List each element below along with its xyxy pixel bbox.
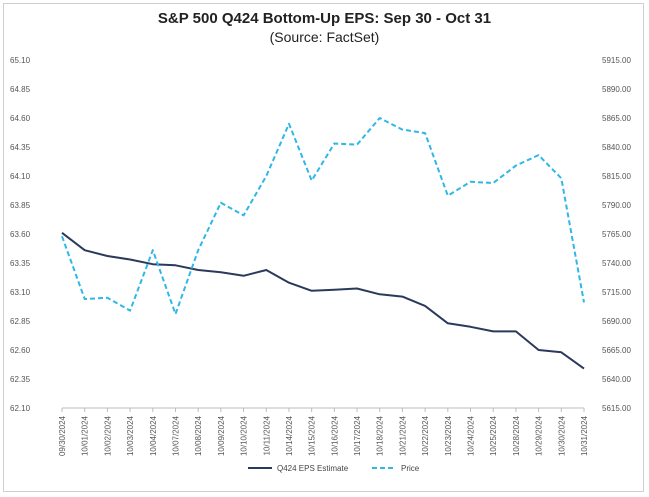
x-axis: 09/30/2024 10/01/2024 10/02/2024 10/03/2024… <box>58 407 589 456</box>
x-axis-tick-label: 10/04/2024 <box>149 415 158 456</box>
left-axis-tick-label: 63.35 <box>10 259 31 268</box>
x-axis-tick-label: 10/08/2024 <box>194 415 203 456</box>
right-axis-tick-label: 5640.00 <box>602 375 631 384</box>
chart-subtitle: (Source: FactSet) <box>269 29 380 45</box>
left-axis-tick-label: 62.10 <box>10 404 31 413</box>
right-axis-tick-label: 5740.00 <box>602 259 631 268</box>
right-axis-tick-label: 5765.00 <box>602 230 631 239</box>
x-axis-tick-label: 10/28/2024 <box>512 415 521 456</box>
left-axis-tick-label: 63.10 <box>10 288 31 297</box>
right-axis-tick-label: 5615.00 <box>602 404 631 413</box>
x-axis-tick-label: 10/31/2024 <box>580 415 589 456</box>
left-axis-tick-label: 62.85 <box>10 317 31 326</box>
left-axis-ticks: 65.10 64.85 64.60 64.35 64.10 63.85 63.60 63.35… <box>10 56 31 413</box>
x-axis-tick-label: 10/25/2024 <box>489 415 498 456</box>
left-axis-tick-label: 62.35 <box>10 375 31 384</box>
chart-frame <box>3 3 644 492</box>
x-axis-tick-label: 10/21/2024 <box>398 415 407 456</box>
left-axis-tick-label: 64.85 <box>10 85 31 94</box>
right-axis-tick-label: 5665.00 <box>602 346 631 355</box>
legend: Q424 EPS Estimate Price <box>248 464 420 473</box>
x-axis-tick-label: 10/09/2024 <box>217 415 226 456</box>
right-axis-tick-label: 5890.00 <box>602 85 631 94</box>
x-axis-tick-label: 10/30/2024 <box>557 415 566 456</box>
x-axis-tick-label: 10/02/2024 <box>103 415 112 456</box>
right-axis-tick-label: 5715.00 <box>602 288 631 297</box>
x-axis-tick-label: 10/10/2024 <box>240 415 249 456</box>
left-axis-tick-label: 65.10 <box>10 56 31 65</box>
right-axis-tick-label: 5690.00 <box>602 317 631 326</box>
x-axis-tick-label: 10/03/2024 <box>126 415 135 456</box>
x-axis-tick-label: 10/07/2024 <box>171 415 180 456</box>
x-axis-tick-label: 10/14/2024 <box>285 415 294 456</box>
legend-label: Price <box>401 464 420 473</box>
x-axis-tick-label: 10/15/2024 <box>308 415 317 456</box>
right-axis-tick-label: 5815.00 <box>602 172 631 181</box>
x-axis-tick-label: 10/11/2024 <box>262 415 271 455</box>
left-axis-tick-label: 62.60 <box>10 346 31 355</box>
right-axis-tick-label: 5865.00 <box>602 114 631 123</box>
eps-series-line <box>61 232 585 370</box>
x-axis-tick-label: 10/16/2024 <box>330 415 339 456</box>
right-axis-ticks: 5915.00 5890.00 5865.00 5840.00 5815.00 5790.… <box>602 56 631 413</box>
x-axis-tick-label: 10/23/2024 <box>444 415 453 456</box>
left-axis-tick-label: 63.60 <box>10 230 31 239</box>
x-axis-tick-label: 10/18/2024 <box>376 415 385 456</box>
left-axis-tick-label: 64.35 <box>10 143 31 152</box>
left-axis-tick-label: 64.10 <box>10 172 31 181</box>
x-axis-tick-label: 10/24/2024 <box>467 415 476 456</box>
left-axis-tick-label: 63.85 <box>10 201 31 210</box>
series-layer <box>61 117 585 370</box>
right-axis-tick-label: 5915.00 <box>602 56 631 65</box>
chart-title: S&P 500 Q424 Bottom-Up EPS: Sep 30 - Oct… <box>157 10 492 27</box>
x-axis-tick-label: 09/30/2024 <box>58 415 67 456</box>
legend-label: Q424 EPS Estimate <box>277 464 349 473</box>
price-series-line <box>61 117 585 315</box>
right-axis-tick-label: 5840.00 <box>602 143 631 152</box>
x-axis-tick-label: 10/01/2024 <box>81 415 90 456</box>
x-axis-tick-label: 10/17/2024 <box>353 415 362 456</box>
right-axis-tick-label: 5790.00 <box>602 201 631 210</box>
x-axis-tick-label: 10/22/2024 <box>421 415 430 456</box>
left-axis-tick-label: 64.60 <box>10 114 31 123</box>
x-axis-tick-label: 10/29/2024 <box>535 415 544 456</box>
